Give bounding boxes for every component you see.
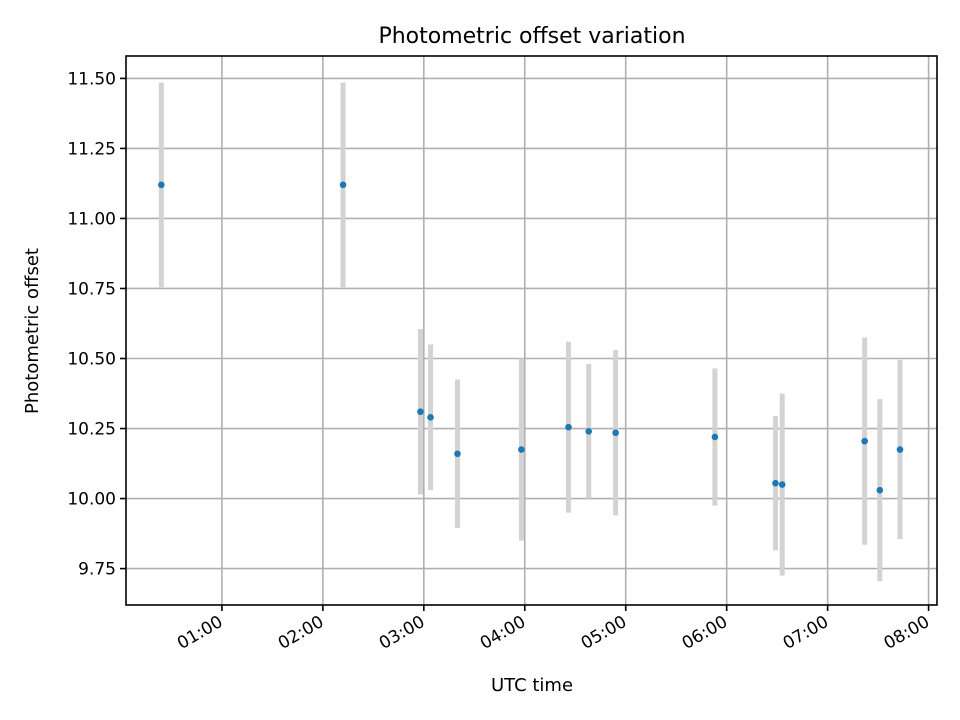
- y-tick-label: 10.00: [67, 490, 116, 510]
- y-tick-label: 11.25: [67, 139, 116, 159]
- x-tick-label: 01:00: [174, 612, 226, 654]
- data-point: [158, 181, 165, 189]
- x-axis-label: UTC time: [491, 675, 573, 696]
- y-tick-label: 10.25: [67, 420, 116, 440]
- y-axis-label: Photometric offset: [22, 248, 43, 414]
- data-point: [778, 481, 786, 488]
- data-points: [158, 181, 904, 494]
- data-point: [612, 429, 619, 437]
- data-point: [585, 428, 593, 435]
- data-point: [861, 437, 868, 445]
- y-tick-label: 11.00: [67, 209, 116, 229]
- data-point: [876, 486, 884, 494]
- data-point: [772, 479, 779, 487]
- x-tick-label: 08:00: [881, 612, 933, 654]
- x-tick-label: 03:00: [376, 612, 428, 654]
- x-tick-label: 02:00: [275, 612, 327, 654]
- chart-title: Photometric offset variation: [378, 24, 685, 49]
- grid: [126, 56, 937, 605]
- data-point: [711, 433, 719, 441]
- data-point: [896, 446, 904, 453]
- error-bars: [158, 82, 903, 582]
- y-axis-ticks: 9.75 10.00 10.25 10.50 10.75 11.00 11.25 11.50: [67, 69, 126, 580]
- x-tick-label: 06:00: [679, 612, 731, 654]
- data-point: [565, 423, 572, 431]
- data-point: [518, 446, 525, 453]
- data-point: [454, 450, 461, 458]
- y-tick-label: 10.75: [67, 279, 116, 299]
- data-point: [427, 414, 434, 421]
- y-tick-label: 9.75: [78, 560, 116, 580]
- y-tick-label: 11.50: [67, 69, 116, 89]
- x-tick-label: 07:00: [780, 612, 832, 654]
- x-tick-label: 04:00: [477, 612, 529, 654]
- data-point: [339, 181, 347, 189]
- plot-frame: [125, 55, 938, 606]
- data-point: [417, 408, 424, 416]
- y-tick-label: 10.50: [67, 350, 116, 370]
- x-axis-ticks: 01:00 02:00 03:00 04:00 05:00 06:00 07:00 08:00: [174, 605, 933, 654]
- x-tick-label: 05:00: [578, 612, 630, 654]
